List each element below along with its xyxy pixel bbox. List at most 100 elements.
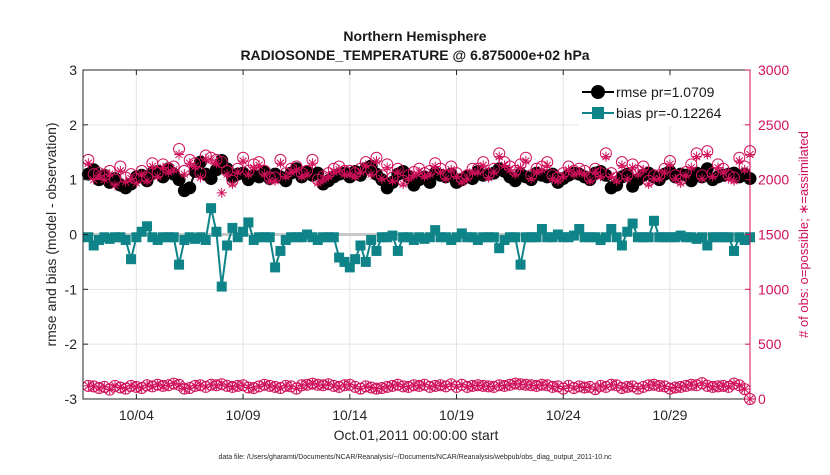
obs-assimilated-point <box>270 381 281 392</box>
x-tick-label: 10/09 <box>226 407 261 423</box>
bias-point <box>382 232 393 243</box>
legend-rmse-label: rmse pr=1.0709 <box>616 84 715 100</box>
obs-assimilated-point <box>131 381 142 392</box>
series-1 <box>83 203 755 292</box>
bias-point <box>419 233 430 244</box>
obs-assimilated-point <box>494 380 505 391</box>
obs-assimilated-point <box>526 380 537 391</box>
y-tick-label-left: 1 <box>69 172 77 188</box>
bias-point <box>328 232 339 243</box>
bias-point <box>504 232 515 243</box>
bias-point <box>606 224 617 235</box>
obs-assimilated-point <box>222 169 233 180</box>
bias-point <box>147 232 158 243</box>
obs-assimilated-point <box>195 172 206 183</box>
obs-assimilated-point <box>504 164 515 175</box>
y-tick-label-right: 2000 <box>758 172 789 188</box>
obs-assimilated-point <box>659 381 670 392</box>
obs-assimilated-point <box>440 173 451 184</box>
obs-assimilated-point <box>488 166 499 177</box>
obs-assimilated-point <box>158 380 169 391</box>
obs-assimilated-point <box>531 166 542 177</box>
bias-point <box>376 232 387 243</box>
obs-assimilated-point <box>664 383 675 394</box>
bias-point <box>728 245 739 256</box>
obs-assimilated-point <box>648 379 659 390</box>
obs-assimilated-point <box>680 380 691 391</box>
obs-assimilated-point <box>558 171 569 182</box>
obs-assimilated-point <box>643 380 654 391</box>
bias-point <box>616 240 627 251</box>
bias-point <box>318 232 329 243</box>
obs-assimilated-point <box>99 174 110 185</box>
bias-point <box>291 232 302 243</box>
obs-assimilated-point <box>376 173 387 184</box>
obs-assimilated-point <box>696 173 707 184</box>
bias-point <box>664 232 675 243</box>
obs-assimilated-point <box>728 175 739 186</box>
obs-assimilated-point <box>142 175 153 186</box>
bias-point <box>446 234 457 245</box>
y-tick-label-right: 3000 <box>758 62 789 78</box>
obs-assimilated-point <box>270 175 281 186</box>
bias-point <box>467 232 478 243</box>
obs-assimilated-point <box>88 381 99 392</box>
obs-assimilated-point <box>158 162 169 173</box>
obs-assimilated-point <box>739 164 750 175</box>
obs-assimilated-point <box>606 379 617 390</box>
obs-assimilated-point <box>424 381 435 392</box>
obs-assimilated-point <box>483 172 494 183</box>
obs-assimilated-point <box>254 160 265 171</box>
obs-assimilated-point <box>499 160 510 171</box>
obs-assimilated-point <box>520 379 531 390</box>
bias-point <box>691 233 702 244</box>
obs-assimilated-point <box>136 383 147 394</box>
obs-assimilated-point <box>104 384 115 395</box>
obs-assimilated-point <box>296 380 307 391</box>
obs-assimilated-point <box>654 173 665 184</box>
obs-assimilated-point <box>291 164 302 175</box>
obs-assimilated-point <box>595 380 606 391</box>
obs-assimilated-point <box>648 173 659 184</box>
obs-assimilated-point <box>147 161 158 172</box>
obs-assimilated-point <box>734 156 745 167</box>
obs-assimilated-point <box>259 169 270 180</box>
obs-assimilated-point <box>110 180 121 191</box>
obs-assimilated-point <box>654 380 665 391</box>
obs-assimilated-point <box>520 156 531 167</box>
bias-point <box>648 215 659 226</box>
obs-assimilated-point <box>115 382 126 393</box>
obs-assimilated-point <box>344 379 355 390</box>
obs-assimilated-point <box>99 381 110 392</box>
obs-assimilated-point <box>542 380 553 391</box>
obs-assimilated-point <box>616 160 627 171</box>
obs-assimilated-point <box>350 381 361 392</box>
obs-assimilated-point <box>414 380 425 391</box>
tick-layer: 10/04 10/09 10/14 10/19 10/24 10/29 -3 -2 -1 0 1 2 3… <box>65 62 790 423</box>
bias-point <box>408 234 419 245</box>
obs-assimilated-point <box>568 169 579 180</box>
obs-assimilated-point <box>515 162 526 173</box>
obs-assimilated-point <box>467 380 478 391</box>
obs-assimilated-point <box>115 165 126 176</box>
obs-assimilated-point <box>371 156 382 167</box>
obs-assimilated-point <box>152 171 163 182</box>
bias-point <box>398 232 409 243</box>
obs-assimilated-point <box>686 162 697 173</box>
obs-assimilated-point <box>494 151 505 162</box>
legend-rmse-marker <box>591 85 605 99</box>
obs-assimilated-point <box>328 380 339 391</box>
obs-assimilated-point <box>243 169 254 180</box>
obs-assimilated-point <box>675 177 686 188</box>
bias-point <box>104 233 115 244</box>
obs-assimilated-point <box>83 380 94 391</box>
obs-assimilated-point <box>611 175 622 186</box>
y-tick-label-left: 3 <box>69 62 77 78</box>
obs-assimilated-point <box>254 381 265 392</box>
bias-point <box>195 232 206 243</box>
obs-assimilated-point <box>408 380 419 391</box>
chart-title: Northern Hemisphere <box>343 28 486 44</box>
obs-assimilated-point <box>376 383 387 394</box>
bias-point <box>387 230 398 241</box>
obs-assimilated-point <box>574 166 585 177</box>
